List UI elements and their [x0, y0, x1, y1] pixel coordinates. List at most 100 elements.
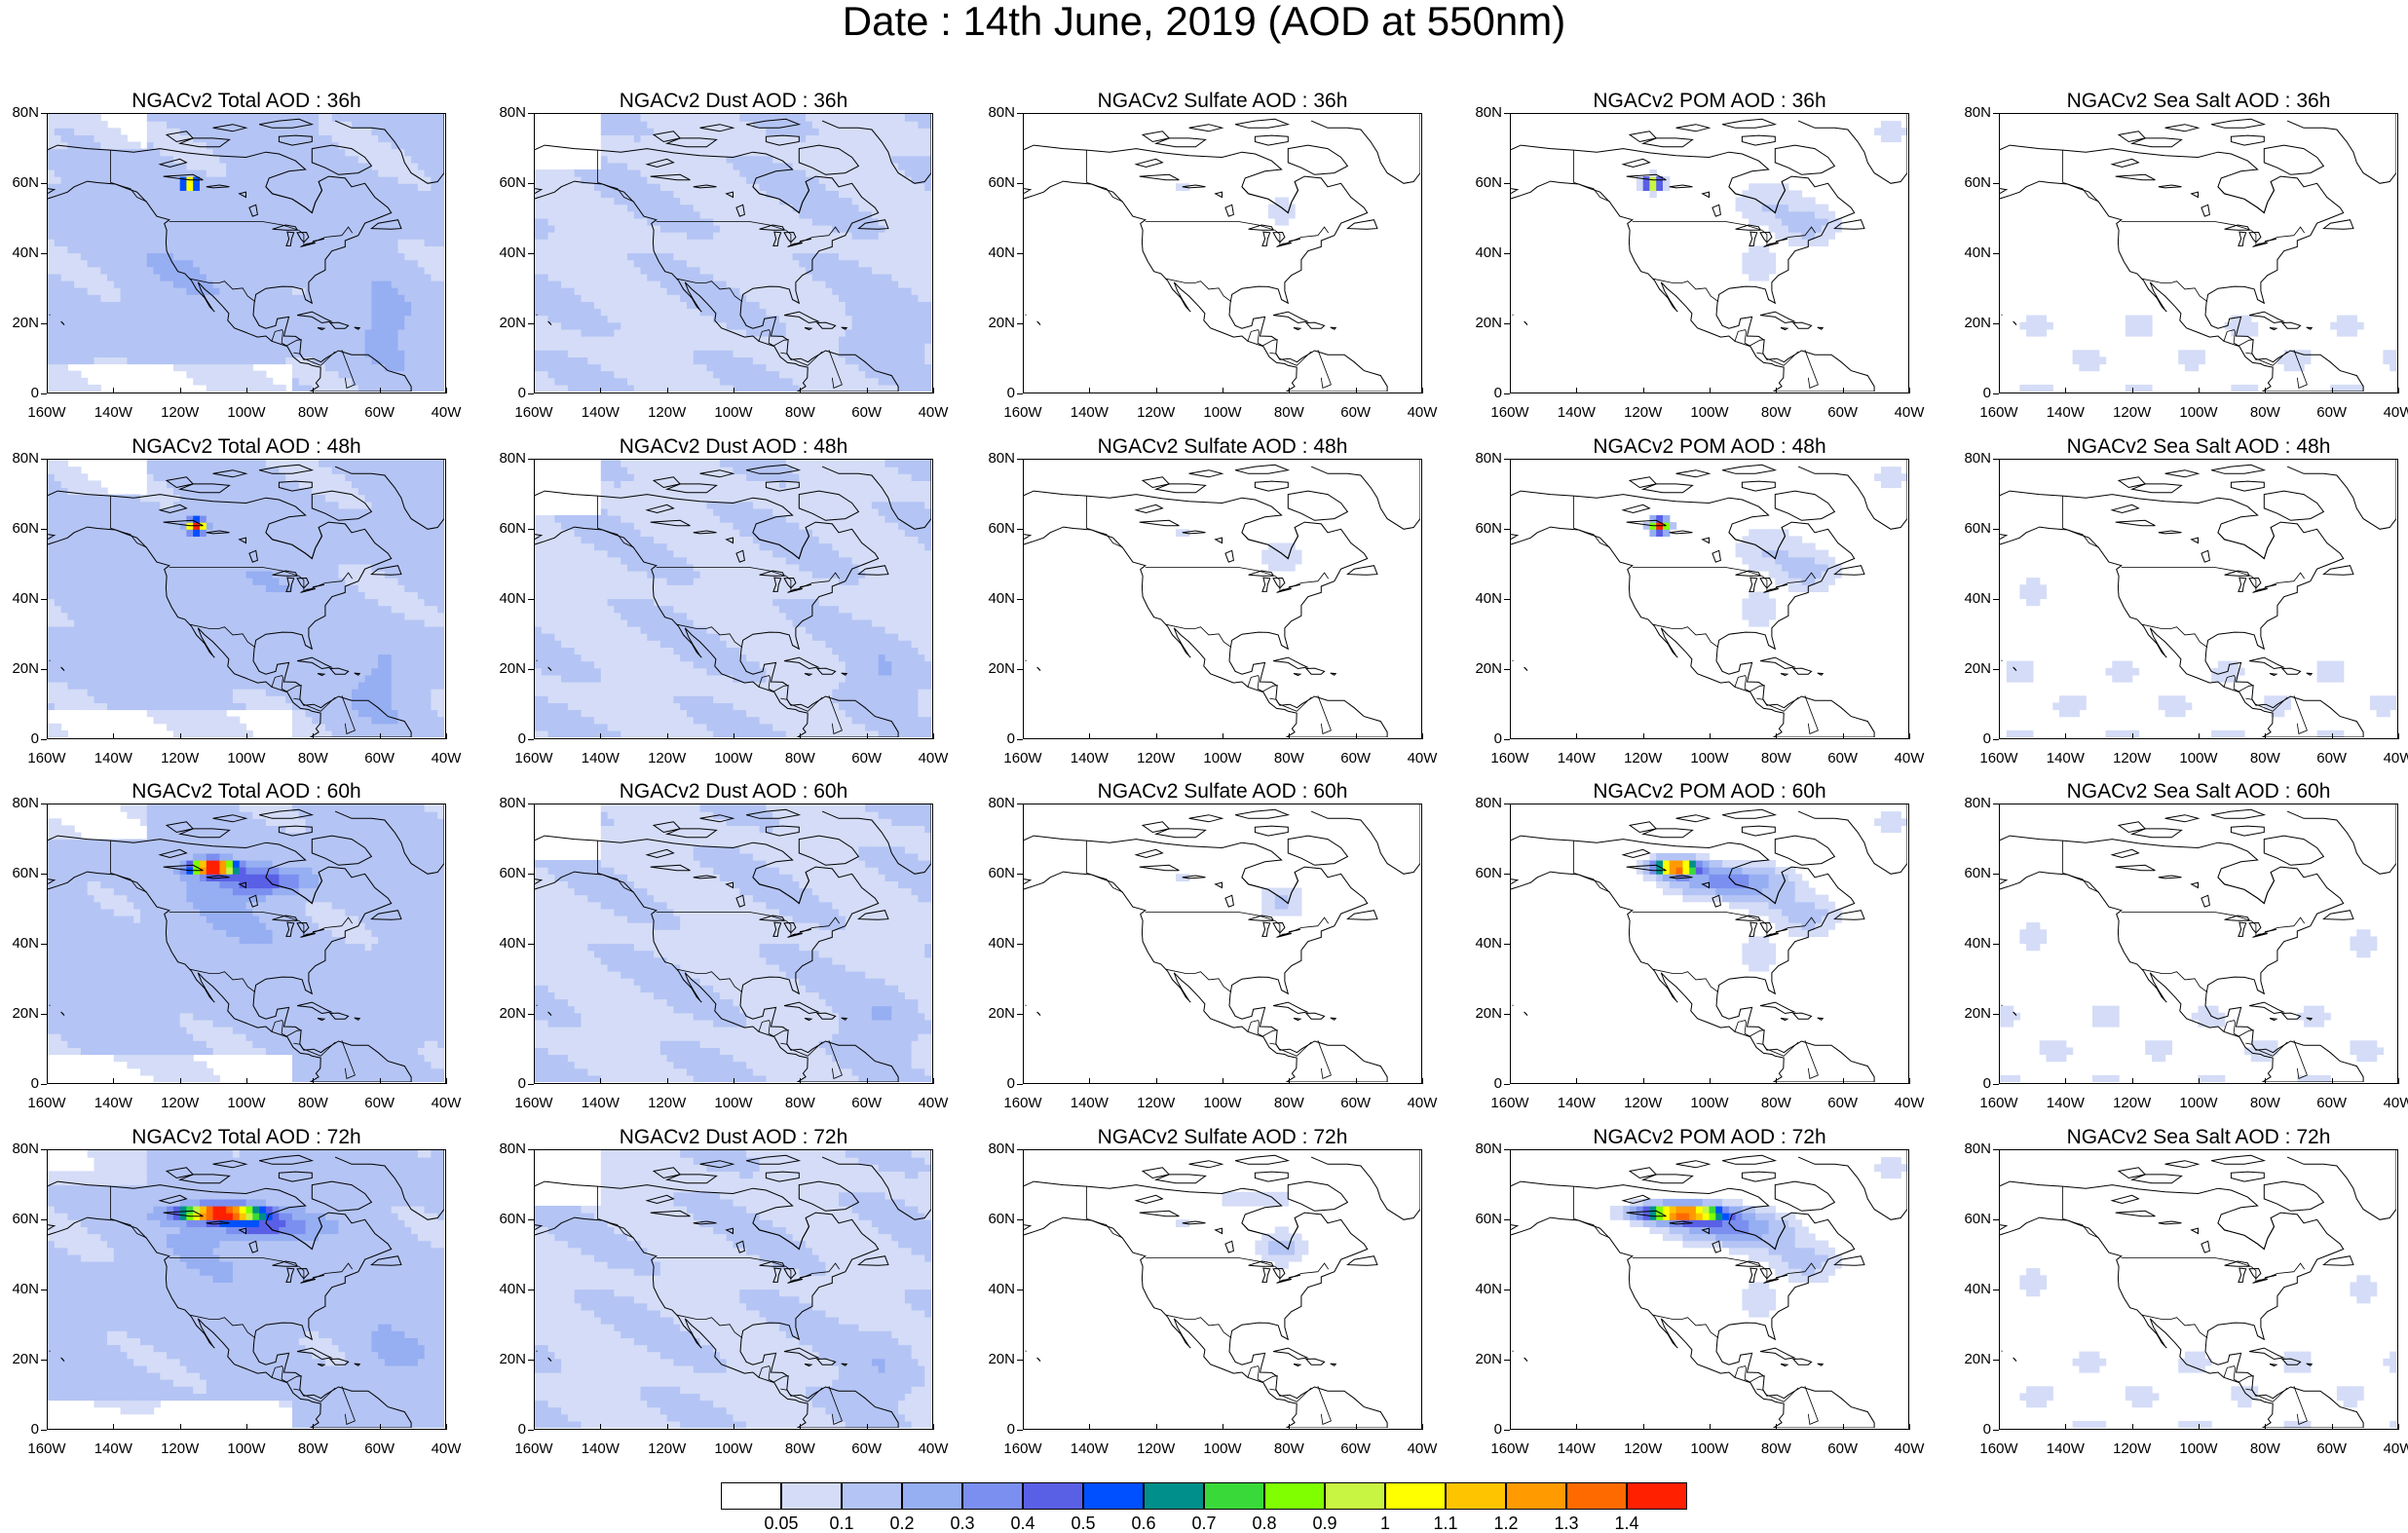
panel-title: NGACv2 Dust AOD : 60h — [534, 780, 933, 804]
longitude-tick-label: 120W — [1129, 405, 1184, 421]
lake-outline — [1216, 538, 1223, 542]
coastline-island — [2323, 1256, 2353, 1266]
longitude-tick — [600, 1424, 601, 1430]
colorbar-label: 1.3 — [1542, 1514, 1591, 1533]
national-border — [2142, 969, 2207, 992]
national-border — [2142, 279, 2207, 302]
longitude-tick — [313, 1424, 314, 1430]
lake-outline — [1623, 849, 1649, 857]
map-canvas — [1024, 460, 1420, 737]
coastline-island — [1288, 145, 1347, 174]
longitude-tick-label: 140W — [2038, 405, 2092, 421]
longitude-tick-label: 40W — [1395, 405, 1449, 421]
latitude-tick-label: 20N — [1459, 1352, 1502, 1367]
coastline-island — [1037, 321, 1040, 325]
latitude-tick — [528, 113, 534, 114]
coastline-north-america — [2000, 1181, 2363, 1428]
coastlines — [1511, 804, 1907, 1082]
lake-outline — [1262, 232, 1270, 245]
longitude-tick — [534, 1424, 535, 1430]
map-frame — [47, 459, 446, 739]
longitude-tick-label: 100W — [1682, 1441, 1737, 1457]
coastline-island — [2307, 673, 2313, 675]
latitude-tick-label: 60N — [483, 175, 526, 191]
aod-field-cells — [48, 804, 444, 1082]
latitude-tick — [528, 944, 534, 945]
national-border — [2294, 1386, 2308, 1424]
longitude-tick — [1643, 733, 1644, 739]
lake-outline — [1136, 505, 1162, 512]
panel-title: NGACv2 Sulfate AOD : 60h — [1023, 780, 1422, 804]
longitude-tick-label: 40W — [1395, 1096, 1449, 1111]
coastline-island — [1255, 481, 1288, 491]
coastline-island — [2231, 135, 2264, 145]
longitude-tick-label: 100W — [2171, 1096, 2226, 1111]
coastline-island — [1676, 1161, 1710, 1168]
national-border — [1805, 350, 1819, 388]
latitude-tick-label: 40N — [483, 591, 526, 607]
longitude-tick-label: 100W — [1682, 751, 1737, 766]
latitude-tick — [1504, 1014, 1510, 1015]
longitude-tick — [1909, 1424, 1910, 1430]
longitude-tick — [113, 1078, 114, 1084]
panel-title: NGACv2 Total AOD : 36h — [47, 90, 446, 113]
lake-outline — [1140, 1211, 1180, 1215]
longitude-tick — [1023, 388, 1024, 393]
longitude-tick-label: 100W — [706, 405, 761, 421]
map-frame — [47, 804, 446, 1084]
longitude-tick-label: 120W — [1616, 1441, 1671, 1457]
colorbar-label: 0.7 — [1180, 1514, 1228, 1533]
longitude-tick-label: 60W — [1329, 405, 1383, 421]
latitude-tick — [1017, 253, 1023, 254]
coastline-island — [537, 660, 538, 661]
latitude-tick — [1504, 1084, 1510, 1085]
coastline-island — [1273, 1348, 1307, 1359]
longitude-tick — [47, 1424, 48, 1430]
coastline-island — [1793, 668, 1812, 674]
latitude-tick-label: 0 — [1459, 386, 1502, 401]
longitude-tick — [1999, 388, 2000, 393]
latitude-tick-label: 20N — [972, 1352, 1015, 1367]
longitude-tick-label: 60W — [1329, 1096, 1383, 1111]
national-border — [1146, 221, 1329, 245]
latitude-tick-label: 80N — [1948, 796, 1991, 811]
longitude-tick — [867, 1424, 868, 1430]
aod-field-cells — [48, 1150, 444, 1428]
latitude-tick-label: 80N — [1459, 105, 1502, 121]
lake-outline — [1712, 205, 1721, 216]
national-border — [1573, 841, 1609, 892]
longitude-tick — [1510, 1078, 1511, 1084]
latitude-tick-label: 60N — [1948, 521, 1991, 537]
latitude-tick-label: 60N — [1459, 521, 1502, 537]
coastline-hudson-bay — [2218, 873, 2275, 904]
longitude-tick-label: 40W — [419, 1441, 473, 1457]
panel-title: NGACv2 Sulfate AOD : 36h — [1023, 90, 1422, 113]
longitude-tick-label: 40W — [419, 1096, 473, 1111]
aod-field-cells — [535, 114, 931, 392]
aod-field-cells — [1643, 467, 1907, 626]
lake-outline — [2116, 174, 2156, 179]
coastline-island — [1722, 1155, 1775, 1164]
longitude-tick-label: 160W — [19, 1096, 74, 1111]
latitude-tick-label: 0 — [483, 386, 526, 401]
coastline-island — [1513, 660, 1514, 661]
longitude-tick — [446, 733, 447, 739]
longitude-tick-label: 60W — [2305, 751, 2359, 766]
latitude-tick — [41, 874, 47, 875]
national-border — [2062, 150, 2098, 202]
coastline-island — [50, 660, 51, 661]
longitude-tick — [2265, 1424, 2266, 1430]
longitude-tick — [933, 388, 934, 393]
latitude-tick — [41, 323, 47, 324]
lake-outline — [1262, 1268, 1270, 1282]
longitude-tick — [1156, 733, 1157, 739]
lake-outline — [1712, 550, 1721, 562]
coastline-island — [1775, 145, 1834, 174]
coastline-island — [1331, 1018, 1336, 1020]
latitude-tick-label: 80N — [972, 105, 1015, 121]
coastline-island — [1255, 135, 1288, 145]
coastline-island — [1189, 125, 1223, 131]
coastline-island — [1331, 673, 1336, 675]
longitude-tick — [246, 733, 247, 739]
